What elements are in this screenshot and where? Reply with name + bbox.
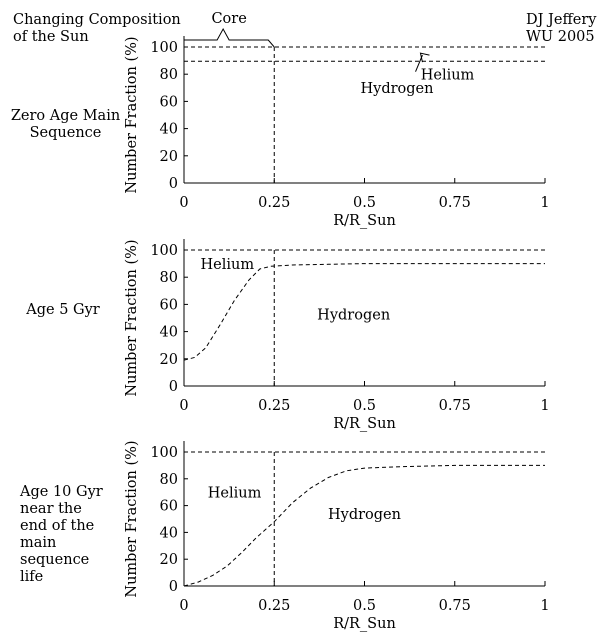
y-axis-label: Number Fraction (%) [124,239,140,396]
x-tick-label: 0.75 [439,398,471,414]
y-tick-label: 20 [160,149,178,165]
y-tick-label: 60 [160,297,178,313]
x-tick-label: 0.25 [258,598,290,614]
y-tick-label: 0 [169,176,178,192]
y-tick-label: 40 [160,325,178,341]
x-tick-label: 0.25 [258,398,290,414]
helium-pointer-arrowhead [419,52,430,63]
x-axis-label: R/R_Sun [333,213,396,229]
hydrogen-boundary-line [183,464,545,587]
core-bracket [183,27,275,48]
credit-text: DJ Jeffery WU 2005 [526,12,597,45]
y-tick-label: 40 [160,122,178,138]
region-label: Helium [421,68,475,84]
panel-label-5gyr: Age 5 Gyr [26,302,100,318]
x-tick-label: 0 [179,195,188,211]
y-tick-label: 100 [150,243,178,259]
x-tick-label: 0.25 [258,195,290,211]
region-label: Hydrogen [317,307,390,323]
region-label: Hydrogen [328,507,401,523]
x-axis-label: R/R_Sun [333,416,396,432]
y-tick-label: 80 [160,472,178,488]
x-tick-label: 0 [179,598,188,614]
region-label: Hydrogen [360,81,433,97]
y-tick-label: 40 [160,525,178,541]
y-tick-label: 0 [169,579,178,595]
x-tick-label: 1 [540,598,549,614]
panel-label-10gyr: Age 10 Gyr near the end of the main sequ… [20,484,103,585]
x-tick-label: 1 [540,195,549,211]
hydrogen-boundary-line [183,263,545,361]
y-axis-label: Number Fraction (%) [124,36,140,193]
region-label: Helium [201,257,255,273]
y-tick-label: 80 [160,67,178,83]
panel-label-zams: Zero Age Main Sequence [10,108,121,141]
x-tick-label: 1 [540,398,549,414]
x-tick-label: 0.5 [353,598,376,614]
figure-title: Changing Composition of the Sun [13,12,181,45]
region-label: Helium [208,486,262,502]
y-tick-label: 100 [150,40,178,56]
y-tick-label: 60 [160,94,178,110]
x-tick-label: 0.5 [353,398,376,414]
x-tick-label: 0 [179,398,188,414]
y-tick-label: 20 [160,552,178,568]
x-tick-label: 0.5 [353,195,376,211]
y-tick-label: 0 [169,379,178,395]
y-tick-label: 60 [160,499,178,515]
y-axis-label: Number Fraction (%) [124,440,140,597]
y-tick-label: 100 [150,445,178,461]
x-tick-label: 0.75 [439,195,471,211]
y-tick-label: 20 [160,352,178,368]
y-tick-label: 80 [160,270,178,286]
x-tick-label: 0.75 [439,598,471,614]
x-axis-label: R/R_Sun [333,616,396,632]
core-label: Core [211,11,246,27]
